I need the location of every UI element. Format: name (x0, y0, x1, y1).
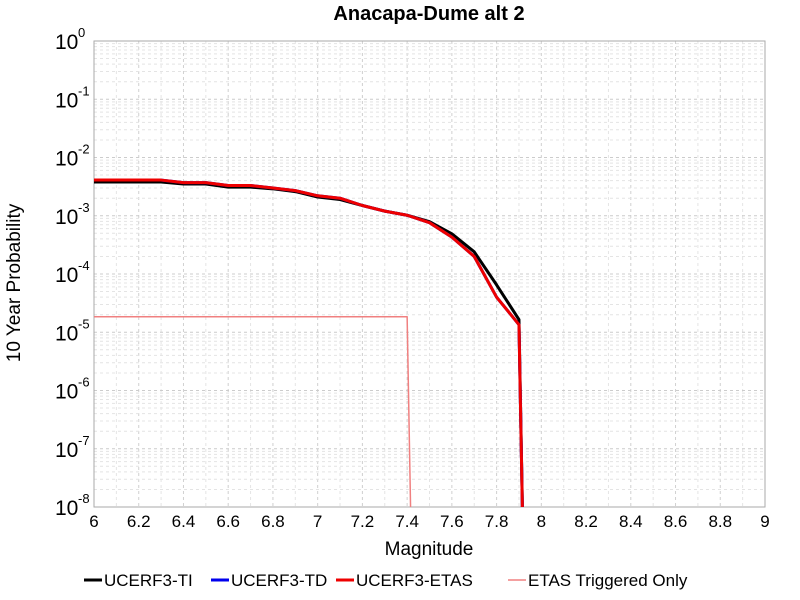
x-tick-label: 7.6 (440, 512, 464, 531)
y-tick-exponent: -5 (78, 316, 90, 331)
series-line-ucerf3-ti (94, 180, 524, 507)
grid-layer (93, 41, 766, 508)
y-tick-label: 10 -6 (55, 375, 90, 404)
y-tick-base: 10 (55, 31, 78, 54)
legend-item: UCERF3-ETAS (336, 571, 473, 590)
y-tick-label: 10 -4 (55, 258, 90, 287)
y-tick-label: 10 -1 (55, 83, 90, 112)
legend-label: UCERF3-ETAS (356, 571, 473, 590)
x-tick-label: 6.4 (172, 512, 196, 531)
y-tick-base: 10 (55, 206, 78, 229)
x-tick-label: 8.6 (664, 512, 688, 531)
x-tick-label: 9 (760, 512, 769, 531)
legend-label: UCERF3-TI (104, 571, 193, 590)
y-tick-label: 10 -5 (55, 316, 90, 345)
y-tick-exponent: -1 (78, 83, 90, 98)
y-tick-label: 10 -3 (55, 200, 90, 229)
y-tick-exponent: -3 (78, 200, 90, 215)
x-tick-label: 8.8 (708, 512, 732, 531)
y-tick-base: 10 (55, 439, 78, 462)
y-tick-base: 10 (55, 89, 78, 112)
x-tick-label: 8.4 (619, 512, 643, 531)
y-tick-base: 10 (55, 322, 78, 345)
series-line-ucerf3-etas (94, 178, 524, 507)
y-tick-exponent: 0 (78, 25, 85, 40)
y-tick-label: 10 0 (55, 25, 85, 54)
x-tick-label: 7 (313, 512, 322, 531)
x-tick-label: 8 (537, 512, 546, 531)
x-tick-label: 6.6 (216, 512, 240, 531)
y-tick-exponent: -6 (78, 375, 90, 390)
x-tick-labels: 6 6.2 6.4 6.6 6.8 7 7.2 7.4 7.6 7.8 8 8.2 8.4 8.6 8.8 9 (89, 512, 769, 531)
y-tick-exponent: -2 (78, 142, 90, 157)
legend-label: ETAS Triggered Only (528, 571, 688, 590)
y-tick-base: 10 (55, 381, 78, 404)
y-tick-base: 10 (55, 148, 78, 171)
legend-label: UCERF3-TD (231, 571, 327, 590)
series-layer (94, 178, 524, 507)
x-tick-label: 7.8 (485, 512, 509, 531)
y-tick-base: 10 (55, 264, 78, 287)
y-axis-label: 10 Year Probability (4, 203, 25, 362)
y-tick-exponent: -8 (78, 491, 90, 506)
y-tick-base: 10 (55, 497, 78, 520)
legend-item: ETAS Triggered Only (508, 571, 688, 590)
y-tick-label: 10 -2 (55, 142, 90, 171)
x-axis-label: Magnitude (385, 539, 474, 560)
series-line-etas-triggered-only (94, 315, 412, 507)
x-tick-label: 6.8 (261, 512, 285, 531)
x-tick-label: 7.4 (395, 512, 419, 531)
x-tick-label: 6.2 (127, 512, 151, 531)
y-tick-exponent: -4 (78, 258, 90, 273)
plot-frame (93, 40, 766, 508)
y-tick-label: 10 -7 (55, 433, 90, 462)
y-tick-exponent: -7 (78, 433, 90, 448)
legend-item: UCERF3-TD (211, 571, 327, 590)
legend: UCERF3-TI UCERF3-TD UCERF3-ETAS ETAS Trigge… (84, 571, 688, 590)
chart-title: Anacapa-Dume alt 2 (333, 3, 524, 25)
x-tick-label: 8.2 (574, 512, 598, 531)
y-tick-label: 10 -8 (55, 491, 90, 520)
x-tick-label: 6 (89, 512, 98, 531)
legend-item: UCERF3-TI (84, 571, 193, 590)
x-tick-label: 7.2 (351, 512, 375, 531)
